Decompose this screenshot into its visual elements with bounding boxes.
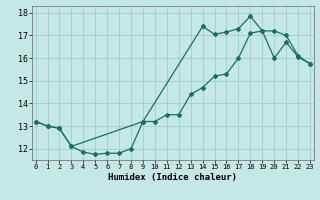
X-axis label: Humidex (Indice chaleur): Humidex (Indice chaleur) bbox=[108, 173, 237, 182]
